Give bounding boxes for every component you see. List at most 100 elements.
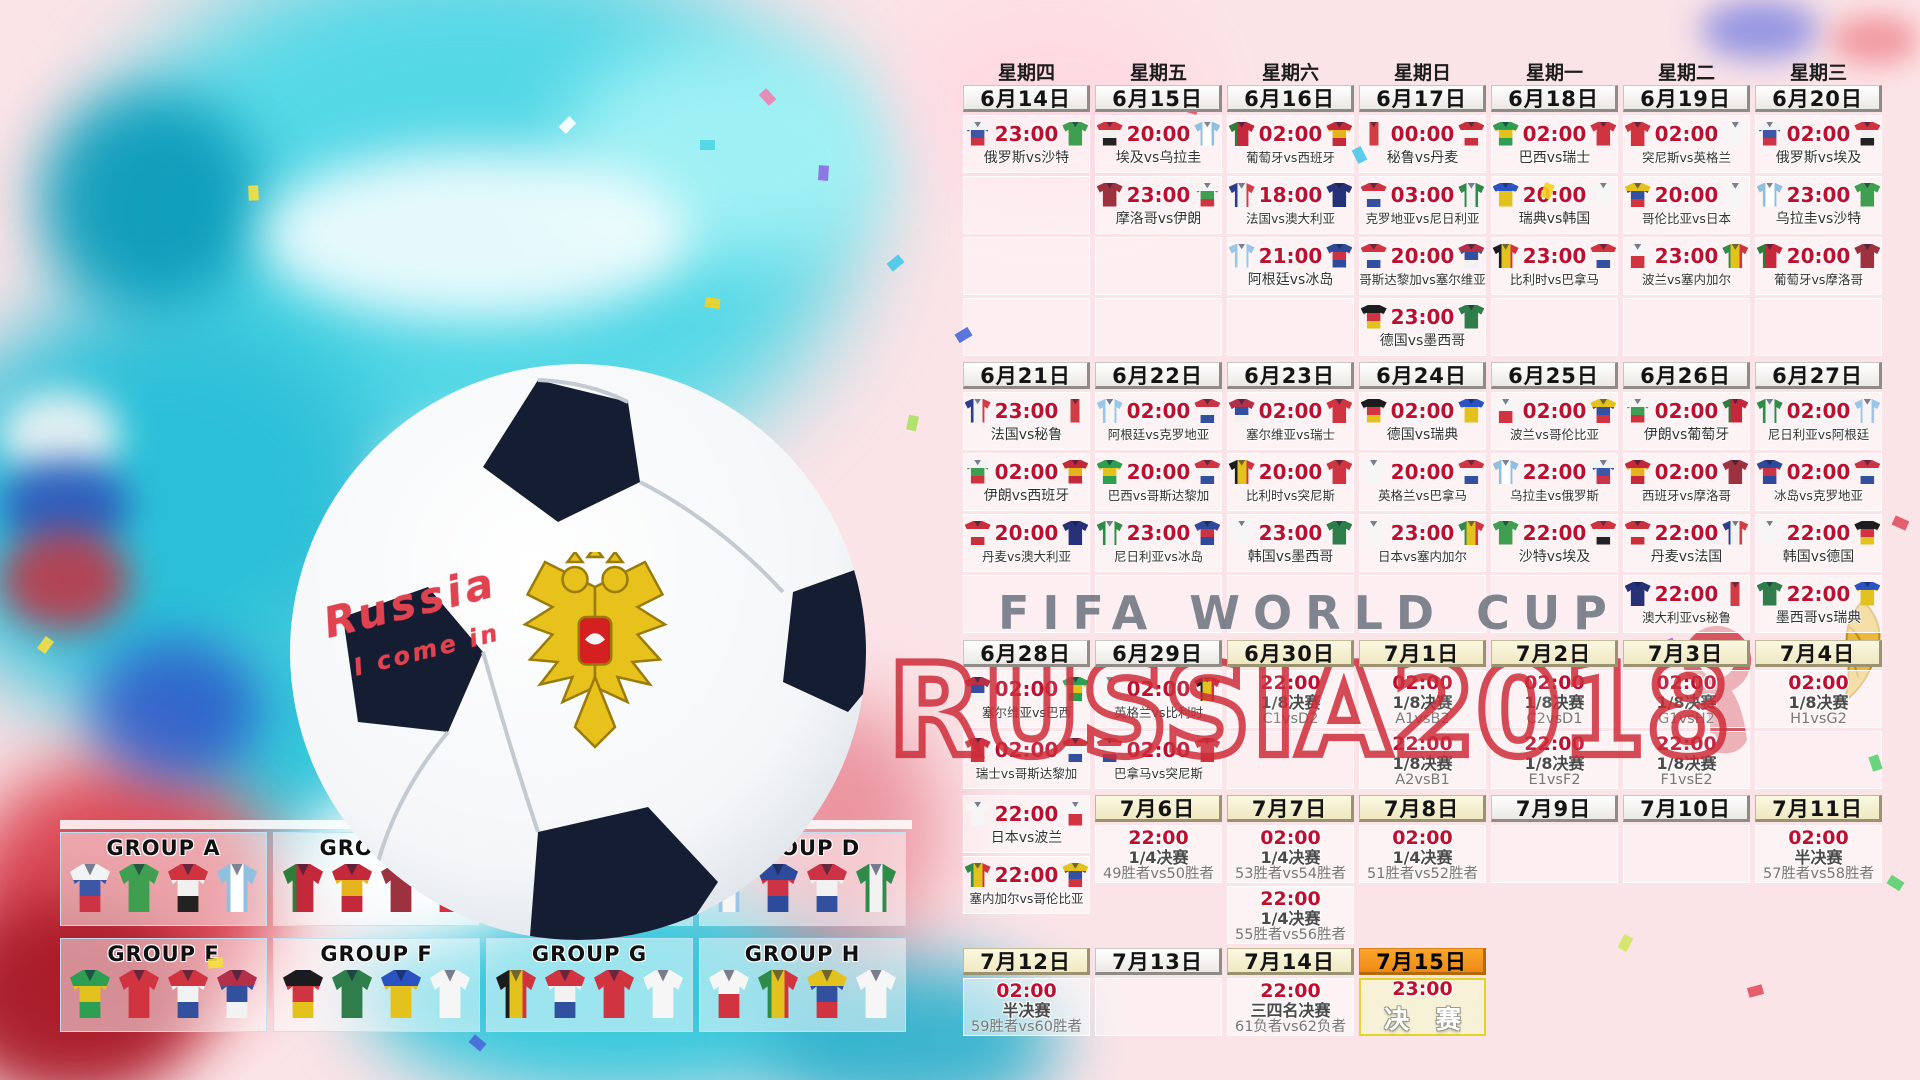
empty-cell (1227, 298, 1354, 356)
jersey-croatia-icon (1854, 460, 1881, 484)
jersey-france-icon (1722, 520, 1749, 545)
pairing-label: A2vsB1 (1395, 771, 1450, 788)
pairing-label: 49胜者vs50胜者 (1102, 865, 1215, 882)
stage-label: 1/8决赛 (1656, 692, 1717, 712)
day-column: 7月7日 02:00 1/4决赛 53胜者vs54胜者 22:00 1/4决赛 55胜者vs… (1227, 795, 1354, 944)
match-teams-label: 沙特vs埃及 (1518, 548, 1591, 565)
match-time: 23:00 (1522, 244, 1587, 268)
match-row: 00:00 (1360, 121, 1485, 146)
group-title: GROUP A (106, 836, 221, 860)
weekday-label: 星期三 (1789, 62, 1847, 84)
jersey-egypt-icon (1590, 520, 1617, 545)
match-teams-label: 尼日利亚vs阿根廷 (1767, 427, 1870, 442)
match-teams-label: 阿根廷vs克罗地亚 (1107, 427, 1210, 442)
match-row: 02:00 (1492, 399, 1617, 423)
match-cell: 23:00 乌拉圭vs沙特 (1755, 176, 1882, 234)
jersey-england-icon (1360, 460, 1387, 484)
match-time: 03:00 (1390, 183, 1455, 207)
jersey-portugal-icon (1228, 122, 1255, 146)
match-time: 22:00 (1656, 732, 1717, 755)
knockout-cell: 02:00 1/8决赛 G1vsH2 (1623, 670, 1750, 728)
match-time: 22:00 (994, 801, 1059, 826)
match-teams-label: 巴拿马vs突尼斯 (1114, 766, 1203, 781)
groups-row-2: GROUP E GROUP F GROUP G GROUP H (60, 938, 906, 1032)
match-time: 23:00 (994, 398, 1059, 423)
date-box: 7月14日 (1227, 948, 1354, 975)
day-column: 6月22日 02:00 阿根廷vs克罗地亚 20:00 巴西vs哥斯达黎加 23:00 尼日… (1095, 362, 1222, 633)
match-teams-label: 俄罗斯vs沙特 (983, 149, 1070, 166)
match-row: 02:00 (1096, 399, 1221, 423)
jersey-peru-icon (1360, 121, 1387, 146)
match-time: 02:00 (1786, 121, 1851, 146)
jersey-korea-icon (1228, 520, 1255, 545)
group-box-e: GROUP E (60, 938, 267, 1032)
match-cell: 20:00 瑞典vs韩国 (1491, 176, 1618, 234)
stage-label: 半决赛 (1002, 1000, 1051, 1020)
match-cell: 20:00 葡萄牙vs摩洛哥 (1755, 237, 1882, 295)
empty-cell (1095, 298, 1222, 356)
match-row: 02:00 (1624, 460, 1749, 484)
match-cell: 02:00 突尼斯vs英格兰 (1623, 115, 1750, 173)
match-row: 21:00 (1228, 243, 1353, 268)
date-box: 6月27日 (1755, 362, 1882, 389)
match-row: 23:00 (1756, 182, 1881, 207)
match-row: 20:00 (1492, 182, 1617, 207)
match-time: 22:00 (1522, 460, 1587, 484)
day-column: 7月12日 02:00 半决赛 59胜者vs60胜者 (963, 948, 1090, 1036)
match-cell: 02:00 巴西vs瑞士 (1491, 115, 1618, 173)
match-row: 02:00 (1624, 122, 1749, 146)
match-row: 22:00 (1492, 460, 1617, 484)
match-time: 02:00 (1788, 826, 1849, 849)
day-column: 6月25日 02:00 波兰vs哥伦比亚 22:00 乌拉圭vs俄罗斯 22:00 沙特vs… (1491, 362, 1618, 633)
date-box: 6月21日 (963, 362, 1090, 389)
day-column: 22:00 日本vs波兰 22:00 塞内加尔vs哥伦比亚 (963, 795, 1090, 944)
empty-cell (1623, 298, 1750, 356)
jersey-colombia-icon (1062, 863, 1089, 887)
match-time: 22:00 (1128, 826, 1189, 849)
date-box: 6月18日 (1491, 85, 1618, 112)
match-time: 20:00 (1258, 460, 1323, 484)
jersey-england-icon (1096, 677, 1123, 701)
stage-label: 1/8决赛 (1524, 753, 1585, 773)
match-teams-label: 波兰vs塞内加尔 (1642, 272, 1731, 287)
match-row: 02:00 (964, 677, 1089, 701)
pairing-label: 51胜者vs52胜者 (1366, 865, 1479, 882)
match-cell: 22:00 丹麦vs法国 (1623, 514, 1750, 572)
day-column: 星期二 6月19日 02:00 突尼斯vs英格兰 20:00 哥伦比亚vs日本 23:00 波… (1623, 58, 1750, 356)
jersey-senegal-icon (758, 970, 798, 1018)
match-time: 23:00 (1390, 521, 1455, 545)
date-box: 7月10日 (1623, 795, 1750, 822)
jersey-iceland-icon (1194, 521, 1221, 545)
jersey-russia-icon (70, 864, 110, 912)
group-box-h: GROUP H (699, 938, 906, 1032)
jersey-tunisia-icon (1194, 738, 1221, 762)
match-teams-label: 瑞典vs韩国 (1518, 210, 1591, 227)
pairing-label: 59胜者vs60胜者 (970, 1018, 1083, 1035)
date-box: 7月7日 (1227, 795, 1354, 822)
match-time: 02:00 (1126, 677, 1191, 701)
date-box: 7月8日 (1359, 795, 1486, 822)
week-2: 6月21日 23:00 法国vs秘鲁 02:00 伊朗vs西班牙 20:00 丹麦vs澳大利… (963, 362, 1882, 633)
day-column: 7月6日 22:00 1/4决赛 49胜者vs50胜者 (1095, 795, 1222, 944)
jersey-belgium-icon (1492, 244, 1519, 268)
group-jerseys (70, 970, 257, 1018)
jersey-sweden-icon (1458, 398, 1485, 423)
date-box: 6月17日 (1359, 85, 1486, 112)
match-cell: 02:00 伊朗vs葡萄牙 (1623, 392, 1750, 450)
match-cell: 02:00 俄罗斯vs埃及 (1755, 115, 1882, 173)
date-box: 6月15日 (1095, 85, 1222, 112)
match-cell: 22:00 日本vs波兰 (963, 795, 1090, 853)
match-time: 02:00 (1654, 398, 1719, 423)
group-jerseys (496, 970, 683, 1018)
match-teams-label: 英格兰vs比利时 (1114, 705, 1203, 720)
weekday-label: 星期日 (1393, 62, 1451, 84)
match-teams-label: 伊朗vs葡萄牙 (1643, 426, 1730, 443)
match-time: 20:00 (1390, 460, 1455, 484)
day-column: 7月15日 23:00 决 赛 (1359, 948, 1486, 1036)
knockout-cell: 22:00 1/8决赛 F1vsE2 (1623, 731, 1750, 789)
jersey-peru-icon (1722, 582, 1749, 606)
pairing-label: 57胜者vs58胜者 (1762, 865, 1875, 882)
group-box-g: GROUP G (486, 938, 693, 1032)
day-column: 7月4日 02:00 1/8决赛 H1vsG2 (1755, 640, 1882, 789)
match-row: 02:00 (1360, 398, 1485, 423)
